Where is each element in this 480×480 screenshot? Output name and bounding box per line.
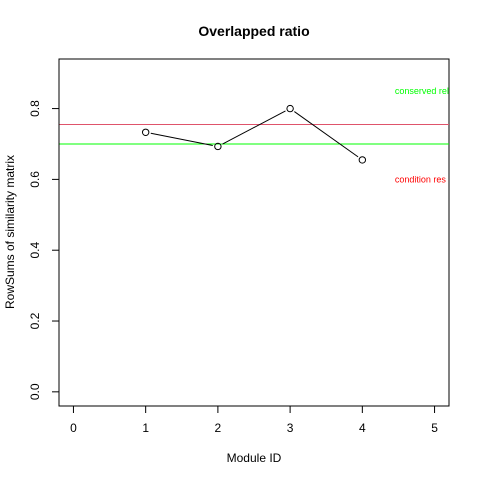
- x-tick-label: 1: [142, 421, 149, 435]
- y-tick-label: 0.4: [28, 242, 42, 259]
- data-point: [214, 142, 222, 151]
- chart-title: Overlapped ratio: [198, 23, 309, 39]
- data-point: [358, 156, 367, 164]
- annotation-label: conserved rel: [395, 86, 449, 96]
- x-tick-label: 5: [431, 421, 438, 435]
- plot-area-frame: [58, 58, 450, 407]
- x-tick-label: 3: [287, 421, 294, 435]
- y-tick-label: 0.0: [28, 383, 42, 400]
- y-tick-label: 0.2: [28, 312, 42, 329]
- series-line-segment: [294, 111, 359, 158]
- y-tick-label: 0.8: [28, 100, 42, 117]
- series-line-segment: [222, 110, 286, 145]
- annotation-label: condition res: [395, 174, 447, 184]
- data-point: [141, 128, 150, 136]
- y-axis-label: RowSums of similarity matrix: [3, 155, 17, 309]
- x-tick-label: 4: [359, 421, 366, 435]
- x-axis-label: Module ID: [227, 451, 282, 465]
- data-point: [286, 104, 294, 113]
- x-tick-label: 2: [215, 421, 222, 435]
- series-line-segment: [150, 132, 213, 146]
- x-tick-label: 0: [70, 421, 77, 435]
- y-tick-label: 0.6: [28, 171, 42, 188]
